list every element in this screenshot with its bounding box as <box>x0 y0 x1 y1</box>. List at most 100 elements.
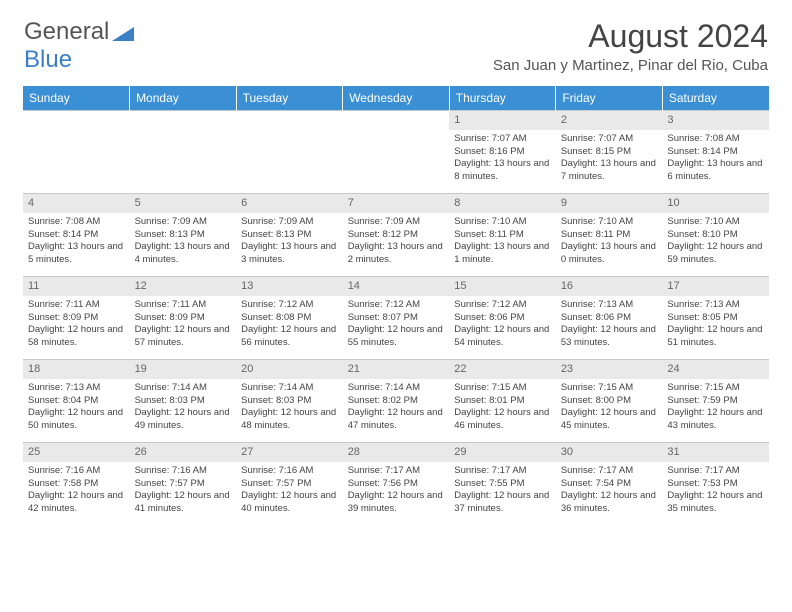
day-number: 20 <box>236 360 343 379</box>
col-saturday: Saturday <box>662 86 769 111</box>
day-number: 1 <box>449 111 556 130</box>
calendar-cell: 27Sunrise: 7:16 AMSunset: 7:57 PMDayligh… <box>236 443 343 526</box>
calendar-table: Sunday Monday Tuesday Wednesday Thursday… <box>23 86 769 526</box>
day-number: 23 <box>556 360 663 379</box>
day-details: Sunrise: 7:09 AMSunset: 8:12 PMDaylight:… <box>348 216 445 267</box>
day-number: 30 <box>556 443 663 462</box>
day-details: Sunrise: 7:17 AMSunset: 7:54 PMDaylight:… <box>561 465 658 516</box>
logo-text-2: Blue <box>24 46 72 74</box>
day-number: 31 <box>662 443 769 462</box>
day-details: Sunrise: 7:08 AMSunset: 8:14 PMDaylight:… <box>667 133 764 184</box>
calendar-cell: 16 Sunrise: 7:13 AMSunset: 8:06 PMDayligh… <box>556 277 663 360</box>
day-number: 27 <box>236 443 343 462</box>
day-number: 16 <box>556 277 663 296</box>
day-number: 15 <box>449 277 556 296</box>
day-details: Sunrise: 7:14 AMSunset: 8:03 PMDaylight:… <box>135 382 232 433</box>
header: General August 2024 San Juan y Martinez,… <box>0 0 792 78</box>
day-number: 13 <box>236 277 343 296</box>
day-number: 9 <box>556 194 663 213</box>
calendar-cell: 1 Sunrise: 7:07 AMSunset: 8:16 PMDaylight… <box>449 111 556 194</box>
day-details: Sunrise: 7:09 AMSunset: 8:13 PMDaylight:… <box>135 216 232 267</box>
day-details: Sunrise: 7:13 AMSunset: 8:05 PMDaylight:… <box>667 299 764 350</box>
day-number: 11 <box>23 277 130 296</box>
col-tuesday: Tuesday <box>236 86 343 111</box>
calendar-cell: 23 Sunrise: 7:15 AMSunset: 8:00 PMDayligh… <box>556 360 663 443</box>
day-details: Sunrise: 7:10 AMSunset: 8:10 PMDaylight:… <box>667 216 764 267</box>
calendar-body: 1 Sunrise: 7:07 AMSunset: 8:16 PMDaylight… <box>23 111 769 526</box>
header-row: Sunday Monday Tuesday Wednesday Thursday… <box>23 86 769 111</box>
logo-text-1: General <box>24 18 109 46</box>
day-details: Sunrise: 7:11 AMSunset: 8:09 PMDaylight:… <box>28 299 125 350</box>
logo-triangle-icon <box>112 23 134 41</box>
day-number: 28 <box>343 443 450 462</box>
calendar-cell: 28 Sunrise: 7:17 AMSunset: 7:56 PMDayligh… <box>343 443 450 526</box>
calendar-row: 1 Sunrise: 7:07 AMSunset: 8:16 PMDaylight… <box>23 111 769 194</box>
day-details: Sunrise: 7:12 AMSunset: 8:08 PMDaylight:… <box>241 299 338 350</box>
calendar-cell: 14 Sunrise: 7:12 AMSunset: 8:07 PMDayligh… <box>343 277 450 360</box>
day-number: 18 <box>23 360 130 379</box>
day-number: 14 <box>343 277 450 296</box>
day-details: Sunrise: 7:15 AMSunset: 8:00 PMDaylight:… <box>561 382 658 433</box>
day-details: Sunrise: 7:10 AMSunset: 8:11 PMDaylight:… <box>454 216 551 267</box>
calendar-row: 25Sunrise: 7:16 AMSunset: 7:58 PMDayligh… <box>23 443 769 526</box>
calendar-cell: 5Sunrise: 7:09 AMSunset: 8:13 PMDaylight… <box>130 194 237 277</box>
day-details: Sunrise: 7:09 AMSunset: 8:13 PMDaylight:… <box>241 216 338 267</box>
calendar-cell <box>343 111 450 194</box>
calendar-cell: 29Sunrise: 7:17 AMSunset: 7:55 PMDayligh… <box>449 443 556 526</box>
day-number: 10 <box>662 194 769 213</box>
calendar-cell <box>236 111 343 194</box>
day-number: 12 <box>130 277 237 296</box>
calendar-cell: 4Sunrise: 7:08 AMSunset: 8:14 PMDaylight… <box>23 194 130 277</box>
calendar-cell: 8 Sunrise: 7:10 AMSunset: 8:11 PMDaylight… <box>449 194 556 277</box>
title-block: August 2024 San Juan y Martinez, Pinar d… <box>493 18 768 74</box>
calendar-cell: 2 Sunrise: 7:07 AMSunset: 8:15 PMDaylight… <box>556 111 663 194</box>
day-details: Sunrise: 7:12 AMSunset: 8:06 PMDaylight:… <box>454 299 551 350</box>
day-details: Sunrise: 7:11 AMSunset: 8:09 PMDaylight:… <box>135 299 232 350</box>
month-title: August 2024 <box>493 18 768 55</box>
calendar-cell: 7Sunrise: 7:09 AMSunset: 8:12 PMDaylight… <box>343 194 450 277</box>
day-number: 21 <box>343 360 450 379</box>
col-friday: Friday <box>556 86 663 111</box>
calendar-cell: 20 Sunrise: 7:14 AMSunset: 8:03 PMDayligh… <box>236 360 343 443</box>
calendar-cell <box>130 111 237 194</box>
day-number: 19 <box>130 360 237 379</box>
location-text: San Juan y Martinez, Pinar del Rio, Cuba <box>493 57 768 74</box>
calendar-cell: 3 Sunrise: 7:08 AMSunset: 8:14 PMDaylight… <box>662 111 769 194</box>
calendar-cell: 9 Sunrise: 7:10 AMSunset: 8:11 PMDaylight… <box>556 194 663 277</box>
calendar-cell: 31 Sunrise: 7:17 AMSunset: 7:53 PMDayligh… <box>662 443 769 526</box>
calendar-cell: 13 Sunrise: 7:12 AMSunset: 8:08 PMDayligh… <box>236 277 343 360</box>
day-details: Sunrise: 7:10 AMSunset: 8:11 PMDaylight:… <box>561 216 658 267</box>
logo: General <box>24 18 134 46</box>
day-details: Sunrise: 7:14 AMSunset: 8:02 PMDaylight:… <box>348 382 445 433</box>
day-number: 17 <box>662 277 769 296</box>
calendar-cell: 18 Sunrise: 7:13 AMSunset: 8:04 PMDayligh… <box>23 360 130 443</box>
day-number: 24 <box>662 360 769 379</box>
calendar-cell: 17 Sunrise: 7:13 AMSunset: 8:05 PMDayligh… <box>662 277 769 360</box>
day-number: 4 <box>23 194 130 213</box>
calendar-row: 18 Sunrise: 7:13 AMSunset: 8:04 PMDayligh… <box>23 360 769 443</box>
day-number: 2 <box>556 111 663 130</box>
day-number: 22 <box>449 360 556 379</box>
day-details: Sunrise: 7:13 AMSunset: 8:06 PMDaylight:… <box>561 299 658 350</box>
calendar-cell <box>23 111 130 194</box>
calendar-cell: 6 Sunrise: 7:09 AMSunset: 8:13 PMDaylight… <box>236 194 343 277</box>
calendar-cell: 21 Sunrise: 7:14 AMSunset: 8:02 PMDayligh… <box>343 360 450 443</box>
day-details: Sunrise: 7:12 AMSunset: 8:07 PMDaylight:… <box>348 299 445 350</box>
day-number: 25 <box>23 443 130 462</box>
day-details: Sunrise: 7:07 AMSunset: 8:16 PMDaylight:… <box>454 133 551 184</box>
day-number: 29 <box>449 443 556 462</box>
calendar-cell: 30 Sunrise: 7:17 AMSunset: 7:54 PMDayligh… <box>556 443 663 526</box>
day-details: Sunrise: 7:07 AMSunset: 8:15 PMDaylight:… <box>561 133 658 184</box>
day-details: Sunrise: 7:17 AMSunset: 7:56 PMDaylight:… <box>348 465 445 516</box>
day-details: Sunrise: 7:14 AMSunset: 8:03 PMDaylight:… <box>241 382 338 433</box>
day-number: 3 <box>662 111 769 130</box>
day-number: 6 <box>236 194 343 213</box>
calendar-cell: 24Sunrise: 7:15 AMSunset: 7:59 PMDayligh… <box>662 360 769 443</box>
calendar-cell: 26Sunrise: 7:16 AMSunset: 7:57 PMDayligh… <box>130 443 237 526</box>
calendar-cell: 25Sunrise: 7:16 AMSunset: 7:58 PMDayligh… <box>23 443 130 526</box>
calendar-cell: 19 Sunrise: 7:14 AMSunset: 8:03 PMDayligh… <box>130 360 237 443</box>
calendar-cell: 15 Sunrise: 7:12 AMSunset: 8:06 PMDayligh… <box>449 277 556 360</box>
day-details: Sunrise: 7:17 AMSunset: 7:53 PMDaylight:… <box>667 465 764 516</box>
day-number: 8 <box>449 194 556 213</box>
day-details: Sunrise: 7:13 AMSunset: 8:04 PMDaylight:… <box>28 382 125 433</box>
